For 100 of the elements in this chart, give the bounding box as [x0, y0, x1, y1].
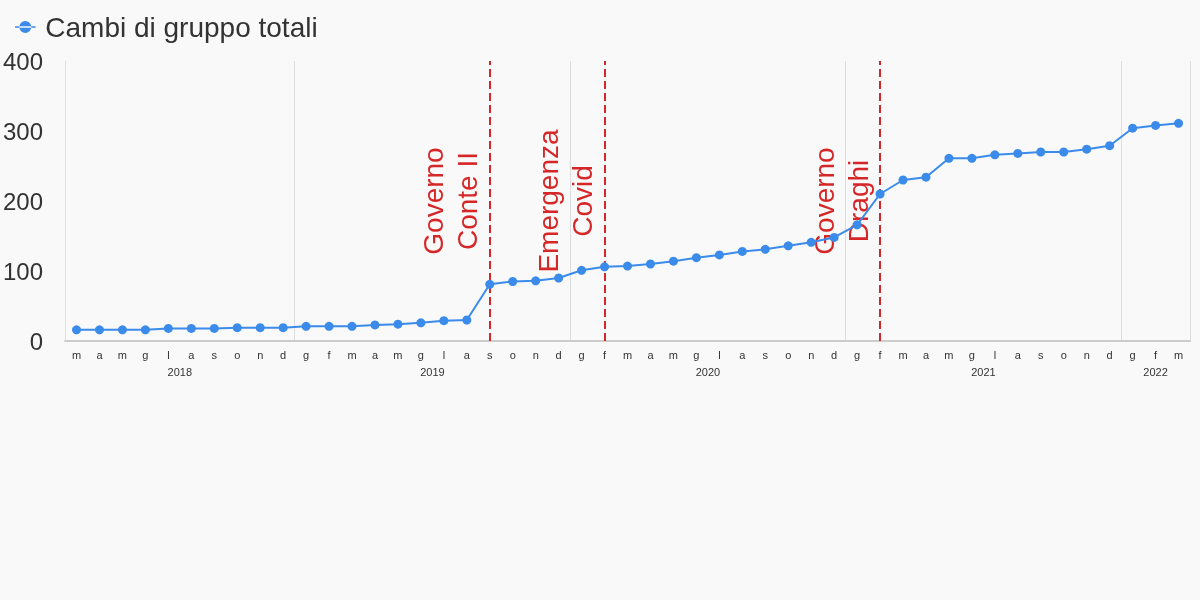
point	[737, 246, 747, 256]
point	[668, 256, 678, 266]
x-tick-label: g	[854, 348, 861, 361]
point	[1082, 144, 1092, 154]
x-tick-label: g	[1129, 348, 1136, 361]
x-tick-label: d	[555, 348, 562, 361]
point	[1174, 118, 1184, 128]
point	[209, 323, 219, 333]
point	[577, 265, 587, 275]
point	[1105, 141, 1115, 151]
x-tick-label: m	[668, 348, 679, 361]
point	[1059, 147, 1069, 157]
x-tick-label: s	[487, 348, 494, 361]
point	[278, 323, 288, 333]
point	[967, 153, 977, 163]
x-tick-label: m	[898, 348, 908, 361]
annotation: Governo Draghi	[808, 147, 874, 255]
x-tick-label: a	[96, 348, 104, 361]
point	[72, 325, 82, 335]
x-tick-label: m	[944, 348, 954, 361]
point	[439, 316, 449, 326]
x-tick-label: o	[234, 348, 241, 361]
x-tick-label: g	[303, 348, 310, 361]
x-tick-label: g	[693, 348, 700, 361]
x-tick-label: l	[718, 348, 721, 361]
point	[944, 153, 954, 163]
x-tick-label: f	[1154, 348, 1159, 361]
point	[554, 273, 564, 283]
x-tick-label: d	[831, 348, 838, 361]
x-tick-label: a	[647, 348, 655, 361]
point	[691, 253, 701, 263]
text: 2018	[167, 366, 193, 378]
point	[393, 319, 403, 329]
x-tick-label: l	[993, 348, 997, 361]
x-tick-label: n	[532, 348, 539, 361]
point	[1151, 120, 1161, 130]
x-tick-label: m	[347, 348, 357, 361]
point	[921, 172, 931, 182]
point	[140, 325, 150, 335]
x-tick-label: g	[417, 348, 424, 361]
point	[623, 261, 633, 271]
x-tick-label: f	[603, 348, 608, 361]
point	[531, 276, 541, 286]
x-tick-label: m	[1173, 348, 1184, 361]
x-tick-label: l	[442, 348, 446, 361]
text: 2022	[1143, 366, 1168, 378]
x-tick-label: a	[1014, 348, 1022, 361]
point	[94, 325, 104, 335]
point	[990, 150, 1000, 160]
x-tick-label: a	[188, 348, 196, 361]
point	[301, 321, 311, 331]
legend-label: Cambi di gruppo totali	[45, 11, 318, 43]
x-tick-label: a	[922, 348, 930, 361]
x-tick-label: o	[509, 348, 516, 361]
point	[1013, 148, 1023, 158]
x-tick-label: a	[739, 348, 747, 361]
point	[645, 259, 655, 269]
x-tick-label: o	[1060, 348, 1067, 361]
point	[370, 320, 380, 330]
x-tick-label: f	[327, 348, 332, 361]
x-tick-label: a	[463, 348, 471, 361]
annotation: Emergenza Covid	[533, 128, 599, 273]
point	[117, 325, 127, 335]
point	[163, 323, 173, 333]
annotation: Governo Conte II	[418, 147, 484, 255]
text: 2021	[971, 366, 996, 378]
x-tick-label: m	[622, 348, 633, 361]
point	[232, 323, 242, 333]
point	[1036, 147, 1046, 157]
y-tick-label: 300	[3, 117, 44, 145]
point	[324, 321, 334, 331]
x-tick-label: o	[785, 348, 792, 361]
point	[898, 175, 908, 185]
x-tick-label: l	[167, 348, 170, 361]
x-tick-label: s	[762, 348, 769, 361]
x-tick-label: m	[393, 348, 403, 361]
y-tick-label: 0	[29, 327, 44, 355]
point	[760, 244, 770, 254]
text: 2019	[420, 366, 445, 378]
x-tick-label: g	[968, 348, 975, 361]
x-tick-label: g	[142, 348, 149, 361]
point	[347, 321, 357, 331]
x-tick-label: n	[808, 348, 815, 361]
x-tick-label: g	[578, 348, 585, 361]
x-tick-label: d	[280, 348, 287, 361]
point	[485, 279, 495, 289]
text: 2020	[695, 366, 721, 378]
x-tick-label: n	[1083, 348, 1090, 361]
y-tick-label: 100	[3, 257, 44, 285]
x-tick-label: m	[117, 348, 128, 361]
point	[600, 262, 610, 272]
x-tick-label: f	[878, 348, 883, 361]
point	[416, 318, 426, 328]
x-tick-label: d	[1106, 348, 1113, 361]
point	[255, 323, 265, 333]
point	[875, 189, 885, 199]
point	[1128, 123, 1138, 133]
x-tick-label: m	[71, 348, 82, 361]
point	[508, 277, 518, 286]
x-tick-label: n	[257, 348, 264, 361]
